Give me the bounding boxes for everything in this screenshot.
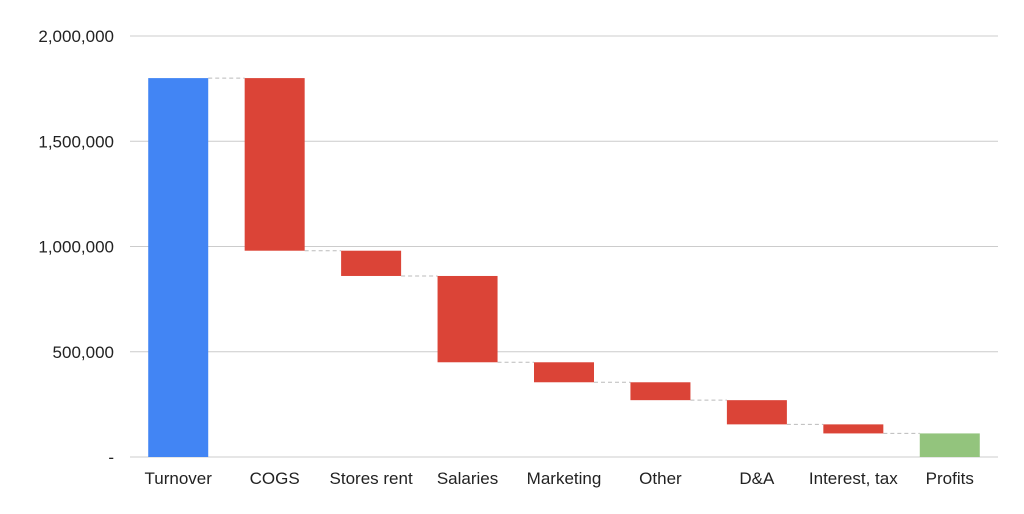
- x-category-label: Interest, tax: [809, 469, 898, 488]
- x-category-label: Stores rent: [330, 469, 413, 488]
- x-category-label: D&A: [739, 469, 775, 488]
- y-tick-label: 1,000,000: [38, 238, 114, 257]
- bar-salaries: [437, 275, 498, 363]
- x-category-label: Marketing: [527, 469, 602, 488]
- y-tick-label: 500,000: [53, 343, 114, 362]
- y-tick-label: 2,000,000: [38, 27, 114, 46]
- bar-stores-rent: [341, 250, 402, 276]
- bar-interest-tax: [823, 424, 884, 434]
- bar-profits: [919, 433, 980, 457]
- y-tick-label: -: [108, 448, 114, 467]
- bar-other: [630, 382, 691, 401]
- bar-marketing: [534, 362, 594, 383]
- bar-turnover: [148, 78, 209, 457]
- bar-cogs: [244, 78, 305, 251]
- x-axis-category-labels: Turnover COGS Stores rent Salaries Marketing…: [145, 469, 974, 488]
- connector-lines: [208, 77, 920, 434]
- x-category-label: COGS: [250, 469, 300, 488]
- x-category-label: Turnover: [145, 469, 213, 488]
- y-axis-tick-labels: - 500,000 1,000,000 1,500,000 2,000,000: [38, 27, 114, 467]
- x-category-label: Other: [639, 469, 682, 488]
- bars: [148, 78, 980, 457]
- y-tick-label: 1,500,000: [38, 132, 114, 151]
- x-category-label: Profits: [926, 469, 974, 488]
- x-category-label: Salaries: [437, 469, 498, 488]
- bar-d-a: [726, 400, 787, 425]
